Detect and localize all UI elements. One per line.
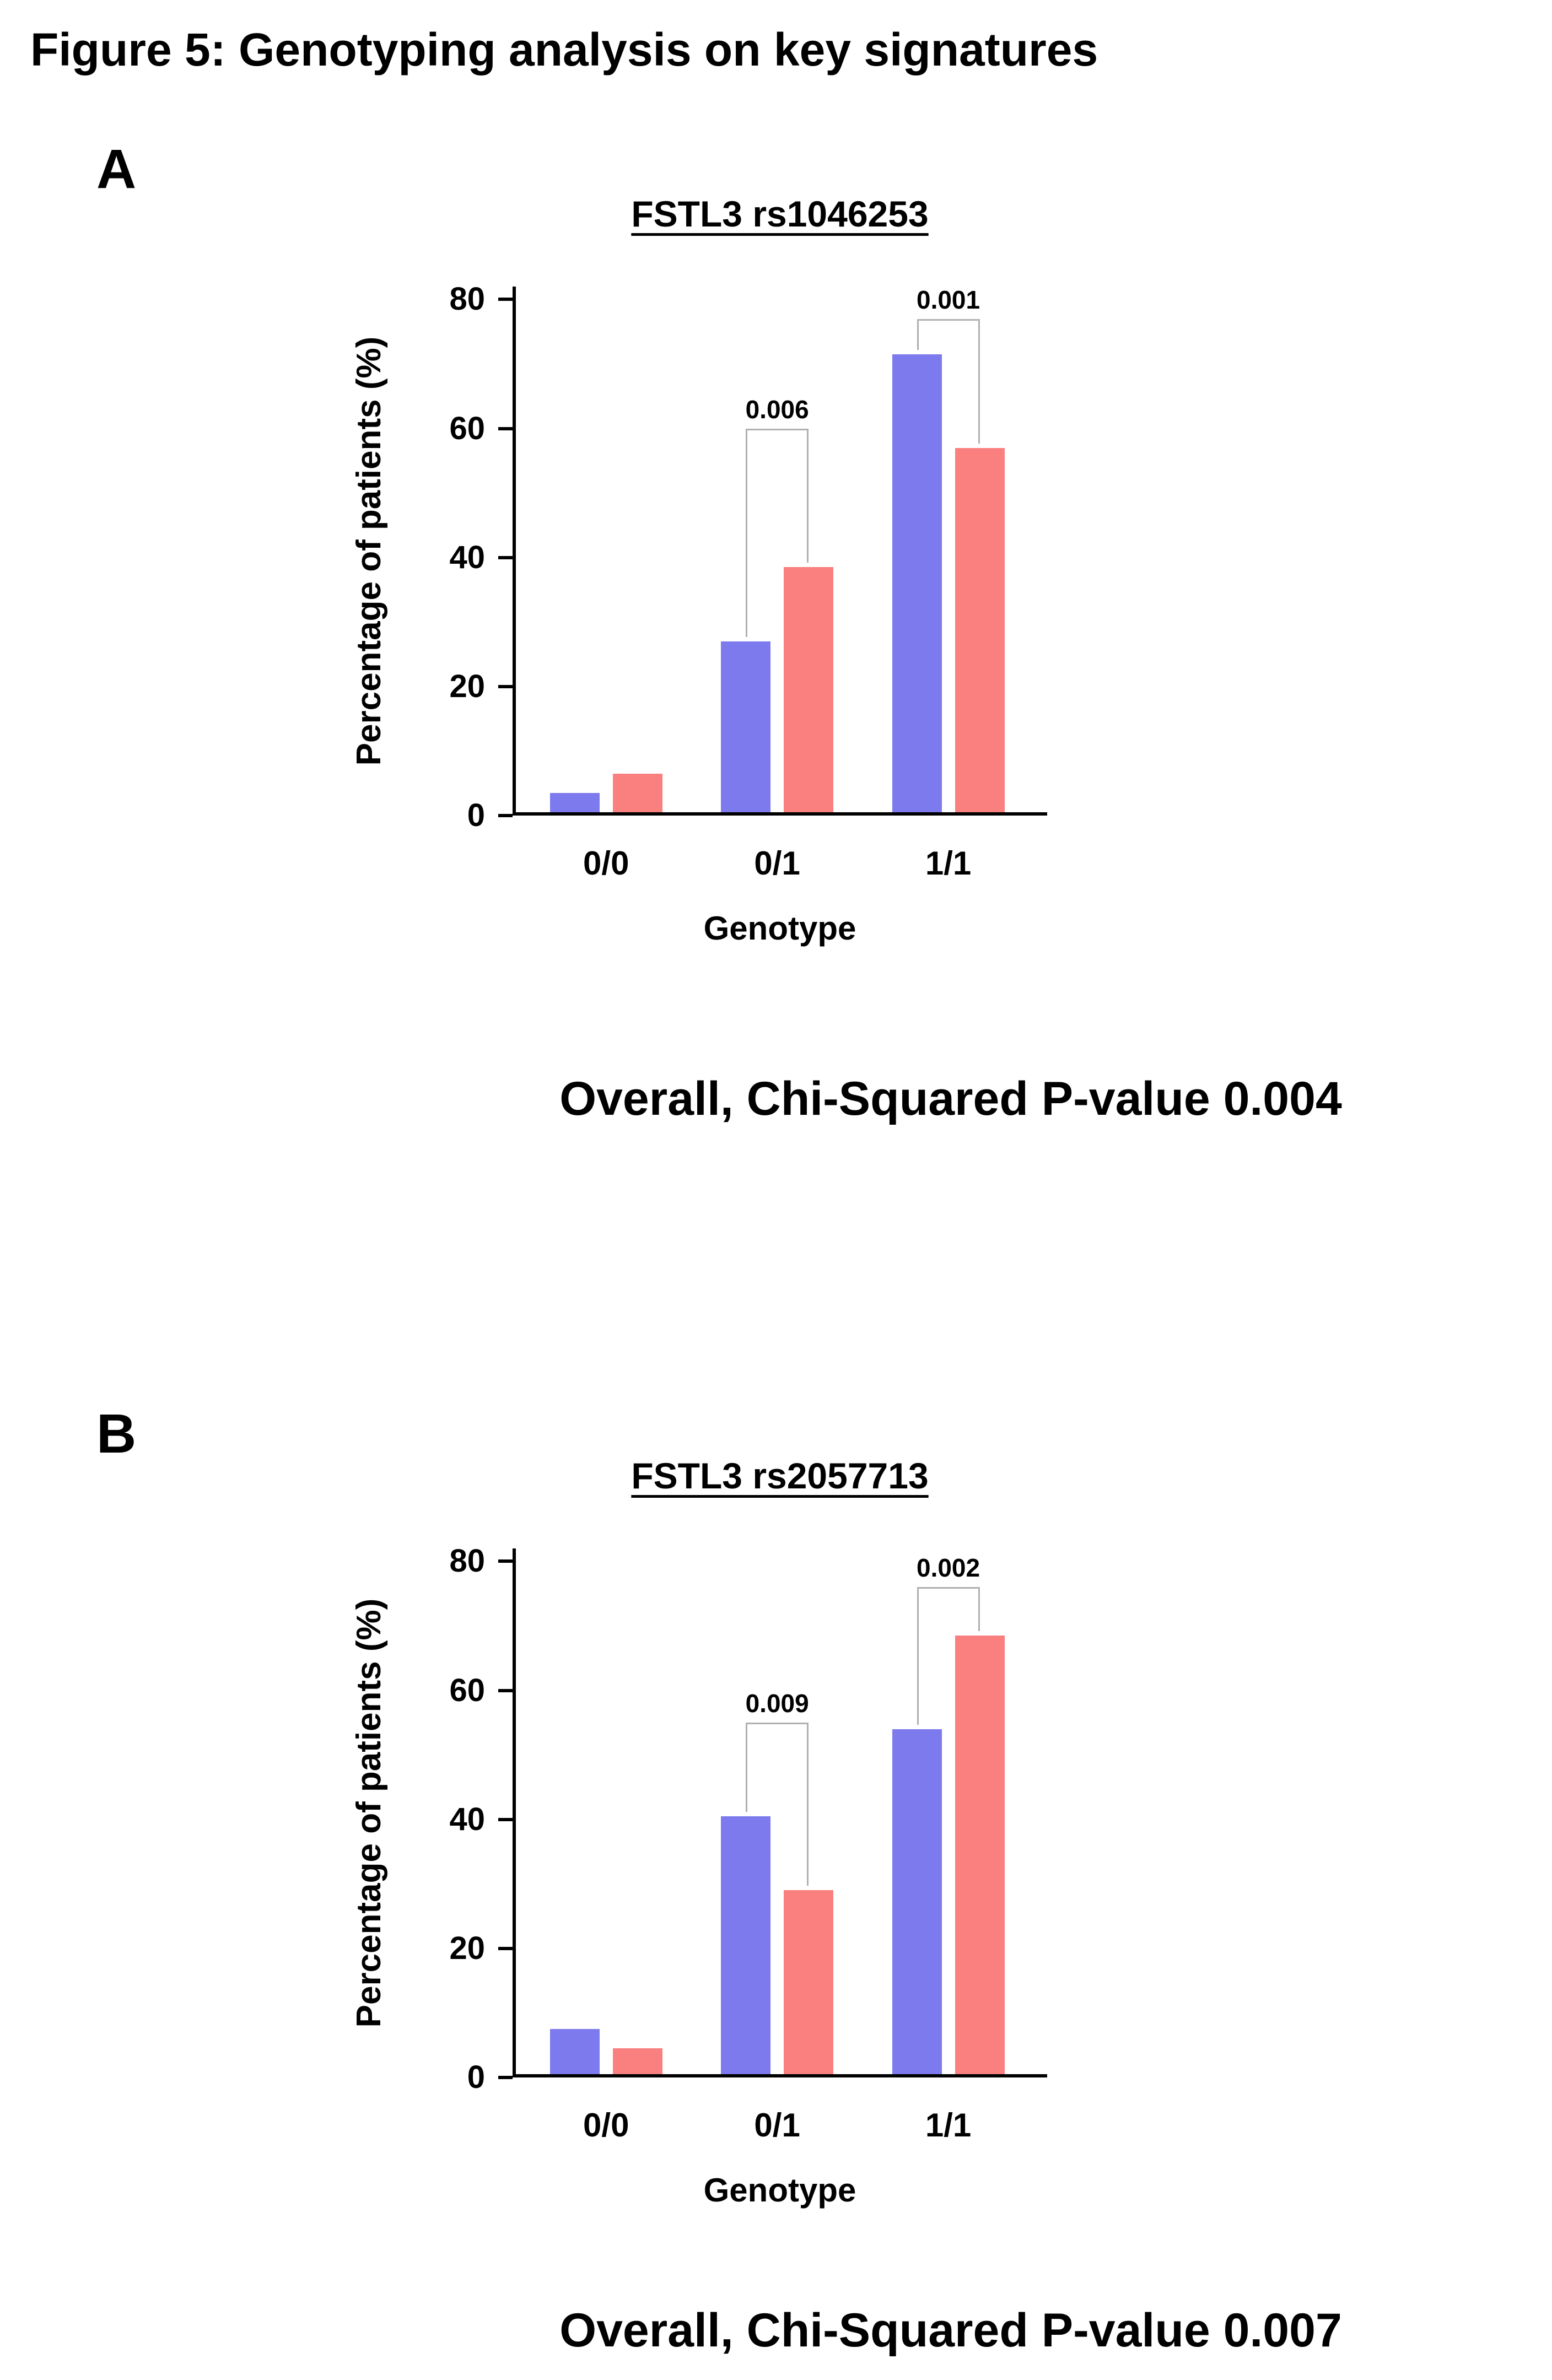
bar-1/1-red xyxy=(955,447,1005,812)
bar-0/0-red xyxy=(612,773,662,812)
significance-bracket-leg xyxy=(917,319,919,350)
y-axis-tick xyxy=(498,1946,513,1950)
chart-b-y-axis-label: Percentage of patients (%) xyxy=(350,1598,388,2028)
x-tick-label: 0/1 xyxy=(754,2107,800,2144)
chart-a-title: FSTL3 rs1046253 xyxy=(631,193,929,234)
y-axis-tick xyxy=(498,684,513,688)
chart-b-chi-squared-caption: Overall, Chi-Squared P-value 0.007 xyxy=(559,2304,1342,2357)
y-axis-tick xyxy=(498,1559,513,1563)
significance-bracket-leg xyxy=(807,428,809,563)
chart-b-plot-area: 0 20 40 60 80 0/0 0/1 1/1 0.009 0.002 xyxy=(449,1543,1047,2144)
bar-0/1-red xyxy=(784,567,834,812)
chart-a-x-axis-label: Genotype xyxy=(703,910,856,947)
chart-a-chi-squared-caption: Overall, Chi-Squared P-value 0.004 xyxy=(559,1072,1342,1125)
y-axis-line xyxy=(513,287,516,816)
significance-bracket-leg xyxy=(917,1587,919,1725)
x-tick-label: 1/1 xyxy=(925,845,972,882)
y-tick-label: 60 xyxy=(449,410,485,446)
y-tick-label: 0 xyxy=(467,797,485,833)
x-tick-label: 0/0 xyxy=(583,2107,629,2144)
y-tick-label: 40 xyxy=(449,1801,485,1837)
y-axis-tick xyxy=(498,555,513,559)
chart-a-plot-area: 0 20 40 60 80 0/0 0/1 1/1 0.006 0.001 xyxy=(449,281,1047,882)
bar-0/1-blue xyxy=(721,1816,771,2074)
figure-title: Figure 5: Genotyping analysis on key sig… xyxy=(30,24,1098,75)
significance-bracket-bar xyxy=(917,1587,980,1589)
bar-0/1-red xyxy=(784,1890,834,2074)
chart-b-x-axis-label: Genotype xyxy=(703,2172,856,2209)
significance-bracket-bar xyxy=(746,1723,809,1725)
p-value-label: 0.006 xyxy=(745,395,809,424)
bar-1/1-blue xyxy=(892,1729,942,2074)
x-tick-label: 0/0 xyxy=(583,845,629,882)
y-axis-tick xyxy=(498,427,513,430)
y-tick-label: 0 xyxy=(467,2059,485,2095)
bar-0/0-red xyxy=(612,2048,662,2074)
p-value-label: 0.001 xyxy=(916,285,980,314)
y-tick-label: 40 xyxy=(449,539,485,575)
significance-bracket-leg xyxy=(978,1587,980,1631)
p-value-label: 0.009 xyxy=(745,1689,809,1718)
chart-a-y-axis-label: Percentage of patients (%) xyxy=(350,336,388,766)
y-tick-label: 80 xyxy=(449,281,485,317)
y-axis-tick xyxy=(498,814,513,817)
x-tick-label: 0/1 xyxy=(754,845,800,882)
bar-0/0-blue xyxy=(549,2029,600,2074)
y-tick-label: 20 xyxy=(449,1930,485,1966)
y-axis-tick xyxy=(498,298,513,301)
bar-1/1-red xyxy=(955,1635,1005,2074)
y-axis-tick xyxy=(498,1817,513,1821)
p-value-label: 0.002 xyxy=(916,1553,980,1583)
panel-label-a: A xyxy=(96,138,137,200)
bar-0/0-blue xyxy=(549,792,600,812)
y-tick-label: 20 xyxy=(449,668,485,704)
panel-b-chart: FSTL3 rs2057713 Percentage of patients (… xyxy=(0,1411,1552,2237)
y-tick-label: 60 xyxy=(449,1672,485,1708)
bar-0/1-blue xyxy=(721,641,771,812)
significance-bracket-leg xyxy=(746,1723,748,1812)
significance-bracket-bar xyxy=(917,319,980,321)
chart-b-title: FSTL3 rs2057713 xyxy=(631,1455,929,1496)
y-axis-line xyxy=(513,1548,516,2077)
bar-1/1-blue xyxy=(892,354,942,812)
significance-bracket-leg xyxy=(978,319,980,444)
panel-a-chart: FSTL3 rs1046253 Percentage of patients (… xyxy=(0,149,1552,975)
y-axis-tick xyxy=(498,1688,513,1692)
x-axis-line xyxy=(513,812,1047,816)
significance-bracket-leg xyxy=(746,428,748,637)
y-tick-label: 80 xyxy=(449,1543,485,1579)
significance-bracket-bar xyxy=(746,428,809,430)
x-tick-label: 1/1 xyxy=(925,2107,972,2144)
panel-label-b: B xyxy=(96,1403,137,1465)
y-axis-tick xyxy=(498,2076,513,2079)
x-axis-line xyxy=(513,2074,1047,2077)
significance-bracket-leg xyxy=(807,1723,809,1886)
